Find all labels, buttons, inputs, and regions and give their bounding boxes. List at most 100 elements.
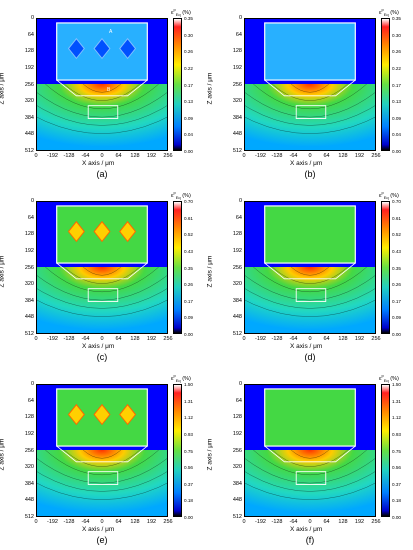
- plot-area: [36, 384, 168, 517]
- y-tick-label: 0: [238, 15, 242, 21]
- y-tick-label: 320: [232, 98, 242, 105]
- marker-label: A: [109, 29, 113, 35]
- y-tick-label: 256: [232, 264, 242, 271]
- y-tick-label: 256: [232, 81, 242, 88]
- colorbar-title: εpEq (%): [171, 7, 191, 17]
- panel-label: (c): [96, 352, 108, 362]
- panel-a: A B 0 64 128 192 256 320 384 448 512 0 -192 -128 -64 0 6…: [0, 0, 205, 183]
- x-tick-label: 128: [338, 519, 348, 525]
- x-tick-label: -192: [46, 153, 58, 159]
- y-tick-label: 0: [30, 381, 34, 387]
- colorbar-tick: 0.35: [392, 16, 401, 21]
- colorbar-tick: 0.17: [392, 82, 401, 88]
- colorbar-tick: 0.09: [392, 115, 401, 121]
- colorbar-title-part: (%): [180, 9, 191, 16]
- colorbar: [381, 201, 390, 334]
- x-tick-label: 256: [371, 153, 381, 159]
- contour-line: [64, 83, 140, 101]
- colorbar-tick: 0.00: [184, 515, 193, 520]
- x-tick-label: 0: [100, 336, 104, 342]
- x-tick-label: 64: [323, 336, 330, 342]
- transition-outline: [56, 445, 148, 463]
- y-tick-label: 192: [24, 247, 34, 254]
- diamond-feature: [119, 37, 137, 60]
- x-tick-label: 0: [308, 153, 312, 159]
- colorbar-tick: 0.35: [184, 16, 193, 21]
- y-axis-label: Z axis / μm: [206, 255, 214, 287]
- colorbar-tick: 0.26: [184, 49, 193, 55]
- colorbar-title-part: p: [173, 7, 176, 12]
- panel-e: 0 64 128 192 256 320 384 448 512 0 -192 -128 -64 0 64 1…: [0, 366, 205, 549]
- x-tick-label: -64: [81, 153, 90, 159]
- x-tick-label: -192: [254, 519, 266, 525]
- colorbar-title-part: Eq: [175, 11, 181, 17]
- y-tick-label: 64: [235, 397, 242, 404]
- y-tick-label: 128: [24, 231, 34, 238]
- transition-outline: [264, 262, 356, 280]
- y-tick-label: 512: [232, 148, 242, 154]
- plot-area: [36, 201, 168, 334]
- x-tick-label: 256: [163, 519, 173, 525]
- contour-line: [37, 288, 167, 309]
- x-tick-label: 256: [371, 519, 381, 525]
- x-tick-label: -64: [289, 336, 298, 342]
- x-tick-label: 64: [323, 519, 330, 525]
- strain-field: [37, 19, 167, 150]
- diamond-feature: [119, 220, 137, 243]
- analysis-window: [87, 105, 119, 119]
- colorbar-tick: 0.37: [184, 481, 193, 487]
- y-tick-label: 192: [24, 430, 34, 437]
- colorbar-title-part: ε: [379, 192, 382, 199]
- x-tick-label: 0: [242, 336, 246, 342]
- colorbar-tick: 0.18: [184, 498, 193, 504]
- y-axis-label: Z axis / μm: [0, 255, 6, 287]
- colorbar-tick: 0.56: [184, 465, 193, 471]
- colorbar-title: εpEq (%): [379, 190, 399, 200]
- colorbar-title-part: (%): [180, 192, 191, 199]
- x-tick-label: 192: [146, 519, 157, 525]
- x-tick-label: -128: [271, 519, 283, 525]
- colorbar-tick: 0.43: [392, 248, 401, 254]
- colorbar-tick: 0.35: [184, 265, 193, 271]
- colorbar-title-part: Eq: [175, 377, 181, 383]
- transition-outline: [56, 79, 148, 97]
- y-axis-label: Z axis / μm: [206, 72, 214, 104]
- colorbar-tick: 1.12: [184, 415, 193, 421]
- y-tick-label: 512: [24, 514, 34, 520]
- contour-line: [245, 105, 375, 126]
- y-tick-label: 192: [232, 64, 242, 71]
- x-tick-label: 0: [34, 153, 38, 159]
- diamond-feature: [67, 220, 85, 243]
- x-tick-label: 0: [308, 336, 312, 342]
- colorbar-title-part: p: [381, 7, 384, 12]
- x-tick-label: -64: [289, 153, 298, 159]
- y-tick-label: 256: [24, 447, 34, 454]
- panel-f: 0 64 128 192 256 320 384 448 512 0 -192 -128 -64 0 64 1…: [206, 366, 413, 549]
- y-tick-label: 448: [24, 131, 34, 138]
- y-tick-label: 512: [232, 331, 242, 337]
- strain-field: [37, 202, 167, 333]
- y-axis-label: Z axis / μm: [0, 438, 6, 470]
- coating-block: [264, 22, 356, 81]
- coating-block: [264, 388, 356, 447]
- y-tick-label: 128: [232, 231, 242, 238]
- colorbar-title-part: (%): [180, 375, 191, 382]
- colorbar-tick: 0.22: [392, 65, 401, 71]
- colorbar-tick: 0.17: [184, 298, 193, 304]
- y-tick-label: 448: [232, 314, 242, 321]
- panel-label: (e): [96, 535, 108, 545]
- y-tick-label: 256: [232, 447, 242, 454]
- x-tick-label: 0: [308, 519, 312, 525]
- y-tick-label: 64: [27, 31, 34, 38]
- x-tick-label: 256: [163, 336, 173, 342]
- colorbar-tick: 0.56: [392, 465, 401, 471]
- y-tick-label: 384: [24, 114, 34, 121]
- analysis-window: [87, 288, 119, 302]
- x-tick-label: 0: [242, 519, 246, 525]
- colorbar-title-part: (%): [388, 9, 399, 16]
- x-tick-label: 0: [100, 153, 104, 159]
- y-tick-label: 320: [24, 281, 34, 288]
- y-tick-label: 512: [232, 514, 242, 520]
- y-tick-label: 256: [24, 81, 34, 88]
